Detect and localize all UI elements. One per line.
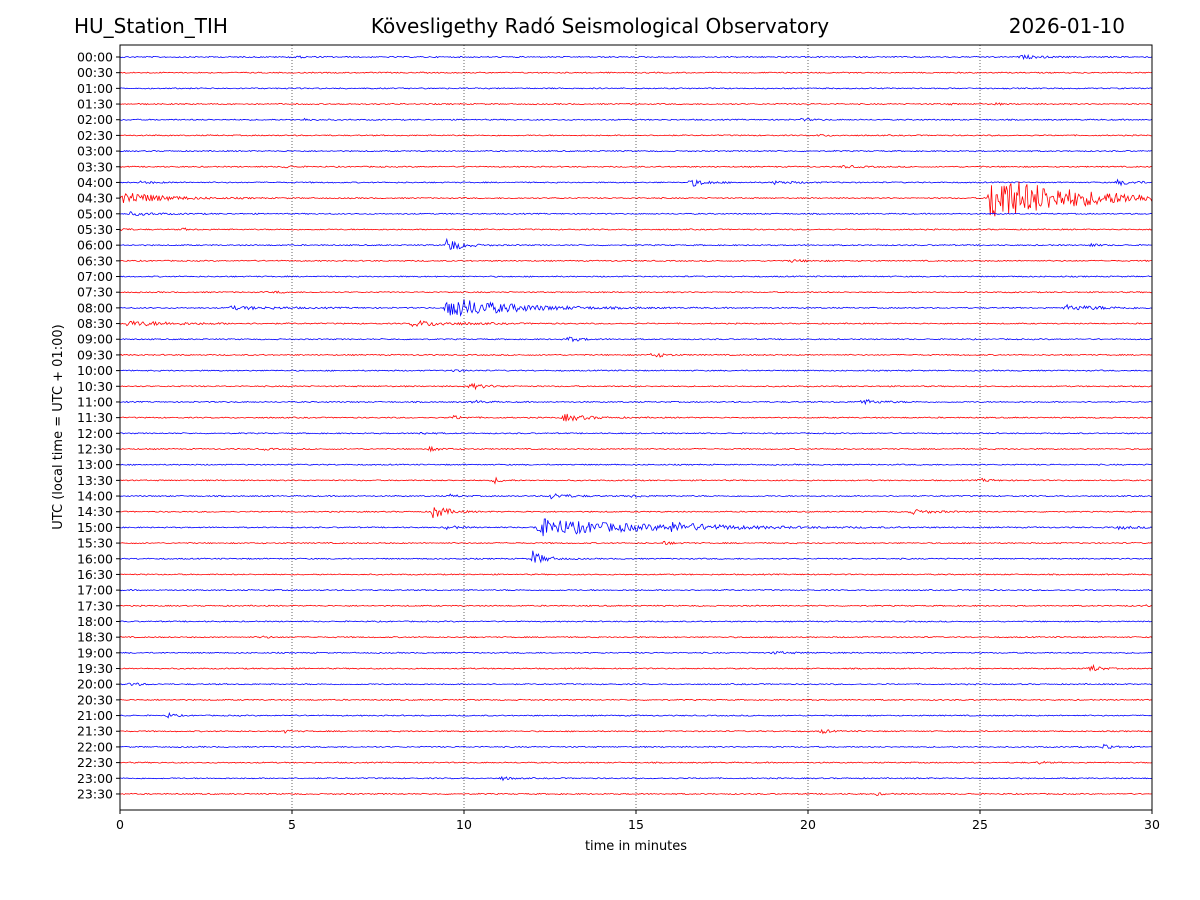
trace-1000 [119,369,1153,373]
trace-2100 [119,711,1153,719]
y-tick-label: 13:30 [77,473,113,488]
y-tick-label: 12:30 [77,442,113,457]
y-tick-label: 17:00 [77,583,113,598]
x-tick-label: 20 [800,817,816,832]
y-tick-label: 13:00 [77,457,113,472]
date-title: 2026-01-10 [1008,14,1125,38]
y-tick-label: 09:00 [77,332,113,347]
y-tick-label: 07:30 [77,285,113,300]
y-tick-label: 14:30 [77,504,113,519]
x-tick-label: 0 [116,817,124,832]
y-tick-label: 15:00 [77,520,113,535]
y-tick-label: 22:30 [77,755,113,770]
y-tick-label: 11:30 [77,410,113,425]
y-tick-label: 20:30 [77,692,113,707]
y-tick-label: 10:00 [77,363,113,378]
y-tick-label: 03:30 [77,159,113,174]
trace-0600 [119,237,1153,250]
trace-2300 [119,775,1153,782]
trace-0800 [119,299,1153,317]
y-tick-label: 16:30 [77,567,113,582]
y-axis-ticks: 00:0000:3001:0001:3002:0002:3003:0003:30… [77,50,120,801]
x-tick-label: 25 [972,817,988,832]
y-tick-label: 21:00 [77,708,113,723]
x-tick-label: 5 [288,817,296,832]
trace-1900 [119,650,1153,655]
y-tick-label: 09:30 [77,347,113,362]
trace-1100 [119,398,1153,406]
y-tick-label: 00:30 [77,65,113,80]
station-name-title: HU_Station_TIH [74,14,228,38]
y-tick-label: 19:00 [77,645,113,660]
y-tick-label: 02:30 [77,128,113,143]
y-tick-label: 20:00 [77,677,113,692]
y-tick-label: 18:30 [77,630,113,645]
y-tick-label: 06:30 [77,253,113,268]
observatory-title: Kövesligethy Radó Seismological Observat… [370,14,830,38]
y-tick-label: 19:30 [77,661,113,676]
y-axis-label: UTC (local time = UTC + 01:00) [51,324,66,529]
y-tick-label: 01:00 [77,81,113,96]
y-tick-label: 08:00 [77,300,113,315]
y-tick-label: 15:30 [77,536,113,551]
y-tick-label: 04:00 [77,175,113,190]
trace-0630 [119,258,1152,263]
y-tick-label: 16:00 [77,551,113,566]
trace-1530 [119,540,1153,545]
x-axis-label: time in minutes [585,839,687,854]
x-tick-label: 10 [456,817,472,832]
trace-1930 [119,663,1153,672]
y-tick-label: 12:00 [77,426,113,441]
trace-0130 [119,101,1153,106]
y-tick-label: 18:00 [77,614,113,629]
y-tick-label: 22:00 [77,739,113,754]
y-tick-label: 05:00 [77,206,113,221]
y-tick-label: 11:00 [77,394,113,409]
x-tick-label: 15 [628,817,644,832]
y-tick-label: 08:30 [77,316,113,331]
y-tick-label: 00:00 [77,50,113,65]
y-tick-label: 10:30 [77,379,113,394]
y-tick-label: 01:30 [77,97,113,112]
y-tick-label: 23:30 [77,786,113,801]
trace-1430 [119,507,1153,519]
trace-1030 [119,382,1153,391]
y-tick-label: 21:30 [77,724,113,739]
trace-0530 [119,227,1153,232]
y-tick-label: 17:30 [77,598,113,613]
y-tick-label: 14:00 [77,489,113,504]
trace-0330 [119,165,1153,169]
trace-0100 [119,87,1153,90]
trace-1500 [119,518,1153,537]
trace-1700 [119,588,1153,592]
x-axis-ticks: 0 5 10 15 20 25 30 [116,810,1160,832]
y-tick-label: 05:30 [77,222,113,237]
y-tick-label: 06:00 [77,238,113,253]
y-tick-label: 07:00 [77,269,113,284]
x-tick-label: 30 [1144,817,1160,832]
y-tick-label: 23:00 [77,771,113,786]
trace-1230 [119,445,1153,453]
trace-0400 [119,178,1153,187]
trace-1630 [119,573,1153,576]
y-tick-label: 03:00 [77,144,113,159]
y-tick-label: 04:30 [77,191,113,206]
trace-2130 [119,728,1153,735]
y-tick-label: 02:00 [77,112,113,127]
vertical-grid [291,45,981,810]
trace-2330 [119,792,1153,797]
